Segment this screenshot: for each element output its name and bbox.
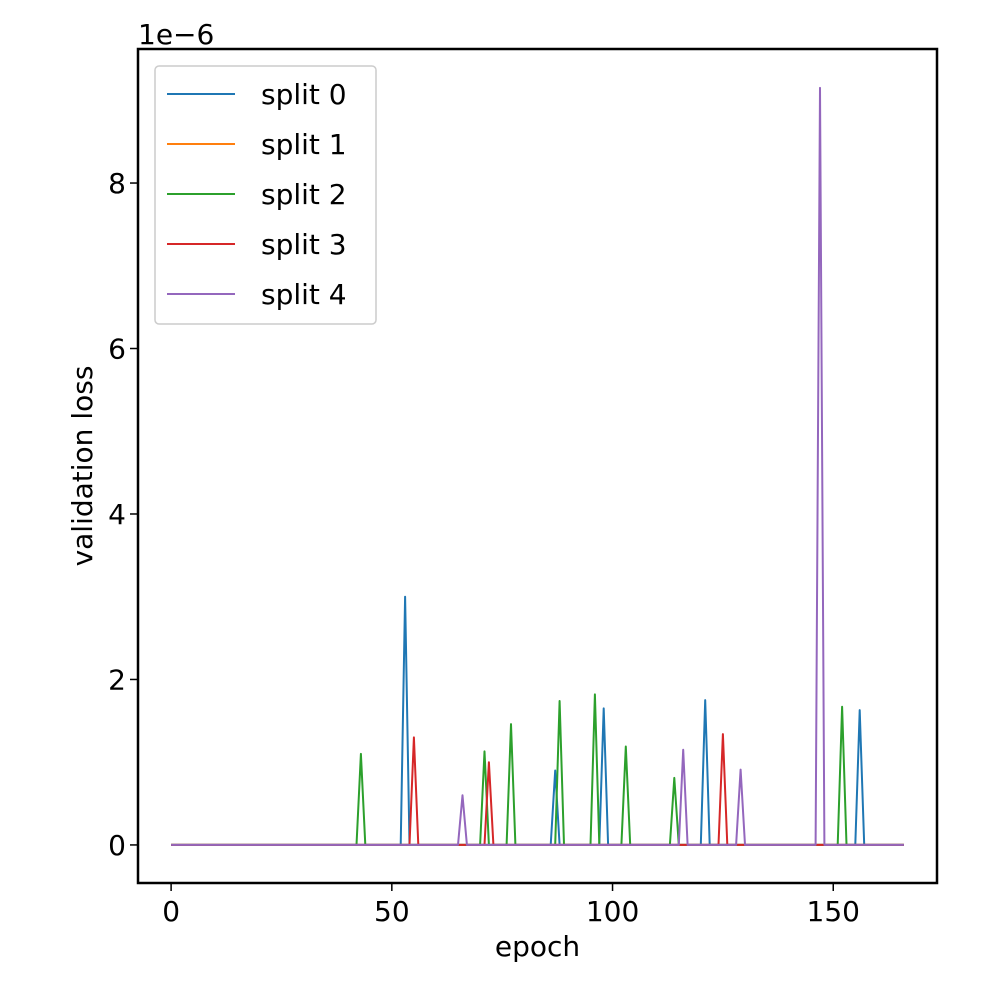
legend: split 0 split 1 split 2 split 3 split 4 (154, 65, 377, 325)
y-tick-label: 2 (108, 663, 126, 696)
legend-label: split 4 (261, 278, 347, 311)
legend-label: split 0 (261, 78, 347, 111)
y-tick-label: 4 (108, 498, 126, 531)
y-tick-label: 8 (108, 167, 126, 200)
y-scale-label: 1e−6 (138, 18, 214, 51)
x-tick-label: 150 (807, 895, 860, 928)
x-tick-label: 0 (162, 895, 180, 928)
x-axis: 0 50 100 150 (162, 883, 860, 928)
legend-label: split 1 (261, 128, 347, 161)
legend-box (154, 65, 377, 325)
series-layer (171, 86, 904, 846)
y-axis-label: validation loss (66, 366, 99, 567)
x-axis-label: epoch (495, 930, 580, 963)
y-tick-label: 0 (108, 829, 126, 862)
legend-label: split 3 (261, 228, 347, 261)
y-tick-label: 6 (108, 333, 126, 366)
x-tick-label: 50 (374, 895, 410, 928)
y-axis: 0 2 4 6 8 (108, 167, 138, 862)
x-tick-label: 100 (586, 895, 639, 928)
series-line-4 (171, 86, 904, 846)
plot-frame (136, 47, 939, 885)
legend-label: split 2 (261, 178, 347, 211)
